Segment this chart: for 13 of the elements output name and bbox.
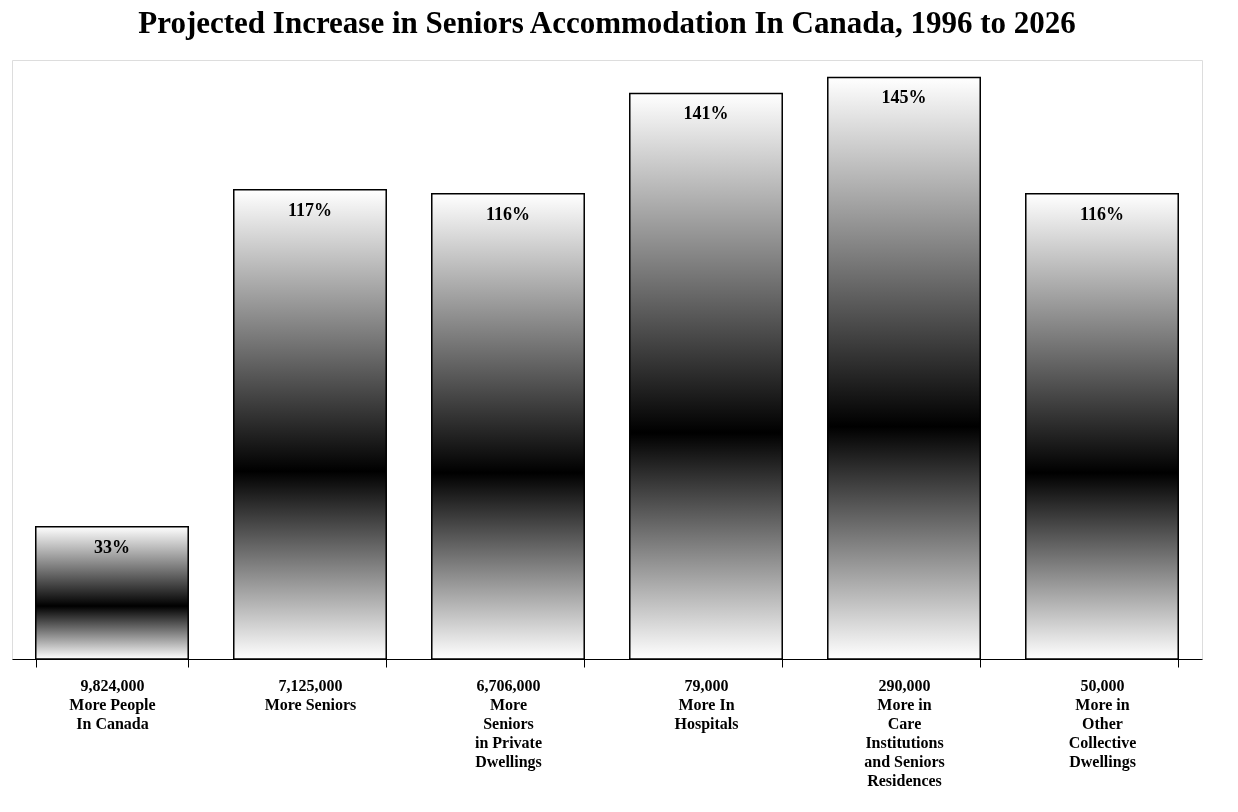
x-tick-label: 290,000 More in Care Institutions and Seniors Residences [864, 676, 945, 789]
chart-title: Projected Increase in Seniors Accommodation In Canada, 1996 to 2026 [138, 5, 1076, 40]
data-label: 33% [93, 536, 130, 557]
data-label: 116% [1080, 203, 1125, 224]
data-label: 141% [683, 103, 729, 124]
x-tick-label: 6,706,000 More Seniors in Private Dwellings [474, 676, 543, 771]
x-tick-label: 50,000 More in Other Collective Dwellings [1068, 676, 1137, 771]
data-label: 116% [485, 203, 531, 224]
data-label: 145% [881, 87, 927, 108]
data-label: 117% [287, 199, 332, 220]
x-tick-label: 7,125,000 More Seniors [264, 676, 357, 713]
x-tick-label: 79,000 More In Hospitals [674, 676, 739, 733]
x-tick-label: 9,824,000 More People In Canada [69, 676, 156, 732]
